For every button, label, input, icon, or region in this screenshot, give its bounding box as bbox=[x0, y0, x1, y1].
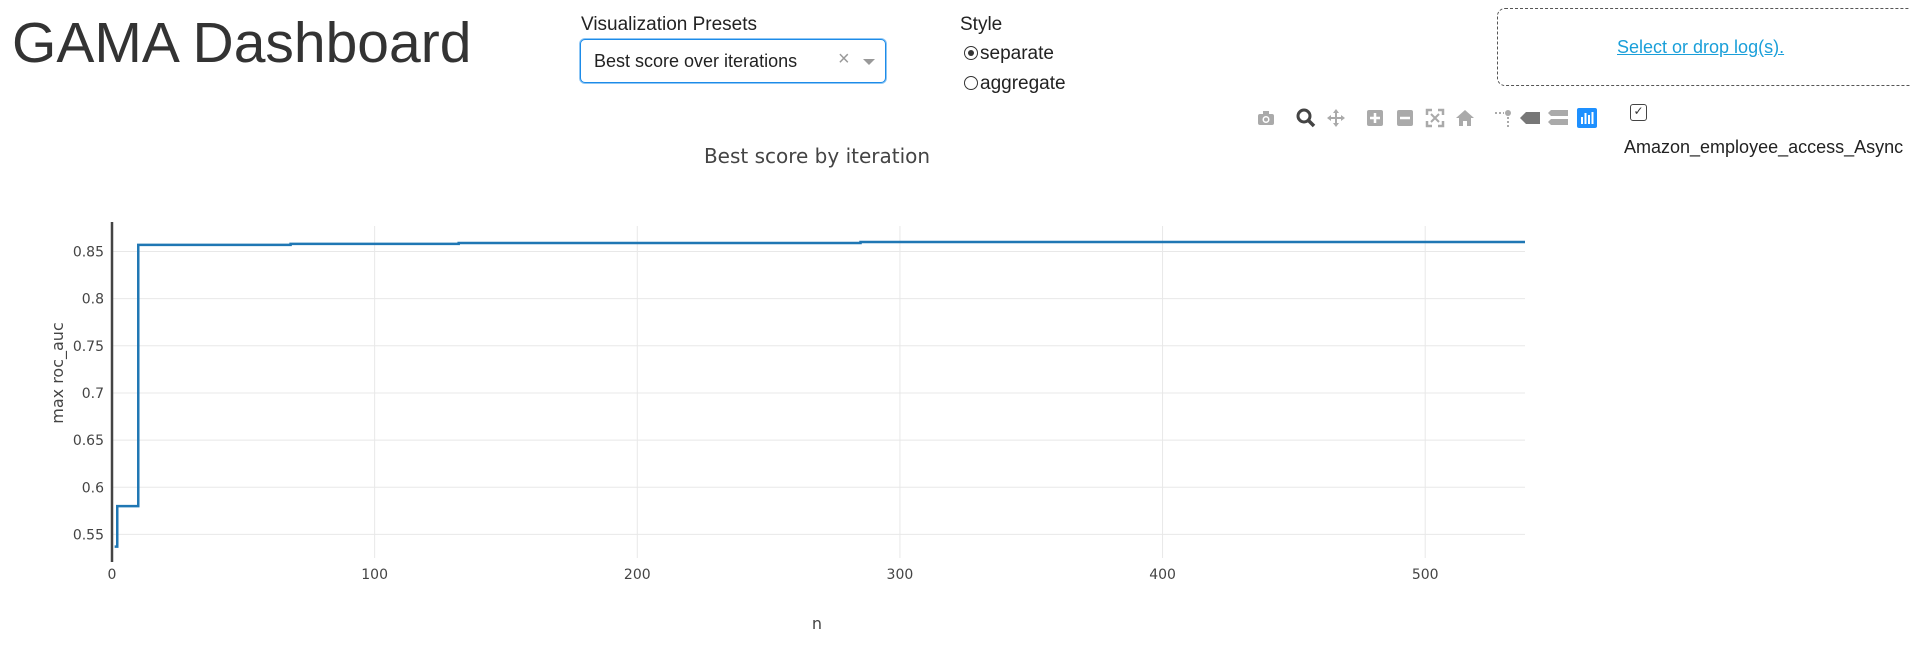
x-tick-label: 200 bbox=[624, 567, 651, 583]
style-label: Style bbox=[960, 14, 1003, 35]
radio-label-aggregate: aggregate bbox=[980, 73, 1066, 94]
legend-checkbox[interactable]: ✓ bbox=[1630, 104, 1647, 121]
hover-closest-icon[interactable] bbox=[1519, 107, 1541, 129]
hover-compare-icon[interactable] bbox=[1547, 107, 1569, 129]
zoom-out-icon[interactable] bbox=[1394, 107, 1416, 129]
x-axis-title: n bbox=[812, 614, 822, 633]
chart-grid bbox=[112, 226, 1525, 558]
y-tick-label: 0.55 bbox=[73, 527, 104, 543]
y-tick-label: 0.6 bbox=[82, 480, 104, 496]
chart-title: Best score by iteration bbox=[704, 144, 930, 168]
y-axis-title: max roc_auc bbox=[48, 322, 68, 424]
line-chart: Best score by iteration 0.550.60.650.70.… bbox=[48, 144, 1525, 633]
y-tick-label: 0.65 bbox=[73, 433, 104, 449]
plotly-logo-icon[interactable] bbox=[1576, 107, 1598, 129]
series-line bbox=[114, 240, 1525, 548]
spike-lines-icon[interactable] bbox=[1492, 107, 1514, 129]
upload-dropzone[interactable]: Select or drop log(s). bbox=[1497, 8, 1910, 86]
x-tick-label: 400 bbox=[1149, 567, 1176, 583]
radio-label-separate: separate bbox=[980, 43, 1054, 64]
reset-axes-icon[interactable] bbox=[1454, 107, 1476, 129]
presets-selected-value: Best score over iterations bbox=[594, 51, 798, 71]
legend-series-label: Amazon_employee_access_Async bbox=[1624, 137, 1904, 157]
x-tick-label: 0 bbox=[108, 567, 117, 583]
style-radio-aggregate[interactable]: aggregate bbox=[964, 73, 1066, 95]
radio-unchecked-icon[interactable] bbox=[964, 76, 978, 90]
x-tick-label: 100 bbox=[361, 567, 388, 583]
chart-ticks: 0.55 0.6 0.65 0.7 0.75 0.8 0.85 0 100 200 300 400 50… bbox=[73, 244, 1439, 583]
radio-checked-icon[interactable] bbox=[964, 46, 978, 60]
y-tick-label: 0.75 bbox=[73, 339, 104, 355]
presets-label: Visualization Presets bbox=[581, 14, 758, 35]
autoscale-icon[interactable] bbox=[1424, 107, 1446, 129]
y-tick-label: 0.85 bbox=[73, 244, 104, 260]
camera-icon[interactable] bbox=[1255, 107, 1277, 129]
page-title: GAMA Dashboard bbox=[12, 11, 472, 75]
x-tick-label: 300 bbox=[887, 567, 914, 583]
chevron-down-icon[interactable] bbox=[863, 59, 875, 65]
clear-icon[interactable]: × bbox=[838, 48, 850, 70]
upload-link[interactable]: Select or drop log(s). bbox=[1617, 37, 1785, 57]
x-tick-label: 500 bbox=[1412, 567, 1439, 583]
y-tick-label: 0.8 bbox=[82, 292, 104, 308]
style-radio-separate[interactable]: separate bbox=[964, 43, 1054, 65]
zoom-icon[interactable] bbox=[1295, 107, 1317, 129]
y-tick-label: 0.7 bbox=[82, 386, 104, 402]
pan-icon[interactable] bbox=[1325, 107, 1347, 129]
presets-dropdown[interactable]: Best score over iterations × bbox=[580, 39, 886, 83]
zoom-in-icon[interactable] bbox=[1364, 107, 1386, 129]
